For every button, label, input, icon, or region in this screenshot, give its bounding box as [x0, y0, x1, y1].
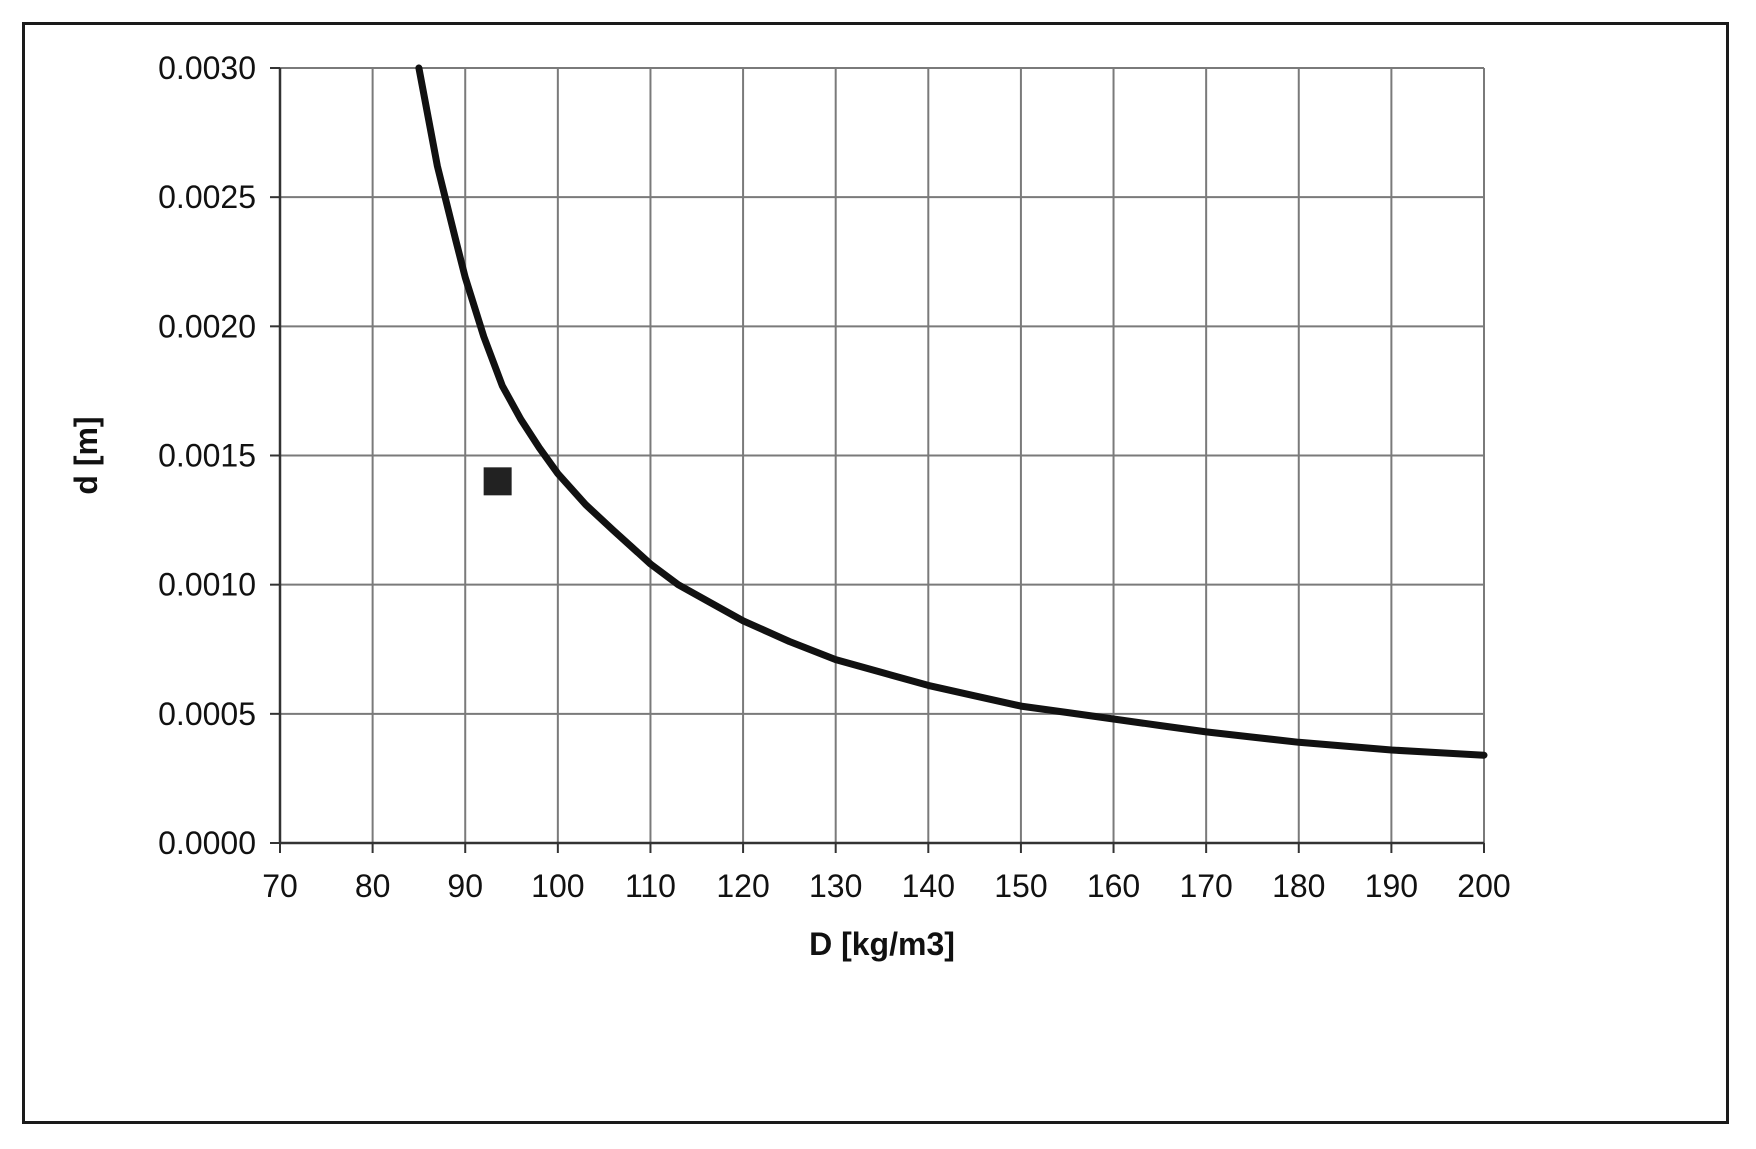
x-tick-labels: 70 80 90 100 110 120 130 140 150 160 170 180 190 200	[262, 868, 1510, 904]
y-tick-label: 0.0030	[158, 50, 256, 86]
x-tick-label: 200	[1457, 868, 1510, 904]
x-tick-label: 160	[1087, 868, 1140, 904]
grid-lines	[279, 67, 1485, 844]
plot-axes	[270, 67, 1485, 853]
x-tick-label: 80	[355, 868, 391, 904]
chart-svg: 70 80 90 100 110 120 130 140 150 160 170 180 190 200 …	[68, 50, 1511, 962]
y-tick-label: 0.0025	[158, 179, 256, 215]
y-tick-label: 0.0010	[158, 567, 256, 603]
y-tick-labels: 0.0000 0.0005 0.0010 0.0015 0.0020 0.0025 0.00…	[158, 50, 256, 861]
x-tick-label: 150	[994, 868, 1047, 904]
x-tick-label: 190	[1365, 868, 1418, 904]
x-tick-label: 120	[716, 868, 769, 904]
curve-series-line	[415, 64, 1488, 759]
chart-frame: 70 80 90 100 110 120 130 140 150 160 170 180 190 200 …	[22, 22, 1729, 1124]
x-tick-label: 110	[625, 868, 676, 904]
x-tick-label: 100	[531, 868, 584, 904]
y-tick-label: 0.0005	[158, 696, 256, 732]
y-tick-label: 0.0020	[158, 308, 256, 344]
x-tick-label: 140	[902, 868, 955, 904]
y-axis-title: d [m]	[68, 416, 104, 494]
x-tick-label: 90	[447, 868, 483, 904]
x-tick-label: 180	[1272, 868, 1325, 904]
x-tick-label: 130	[809, 868, 862, 904]
x-tick-label: 70	[262, 868, 298, 904]
square-data-point	[483, 467, 512, 496]
y-tick-label: 0.0000	[158, 825, 256, 861]
y-tick-label: 0.0015	[158, 438, 256, 474]
x-axis-title: D [kg/m3]	[809, 926, 955, 962]
x-tick-label: 170	[1179, 868, 1232, 904]
series-layer	[415, 64, 1488, 759]
